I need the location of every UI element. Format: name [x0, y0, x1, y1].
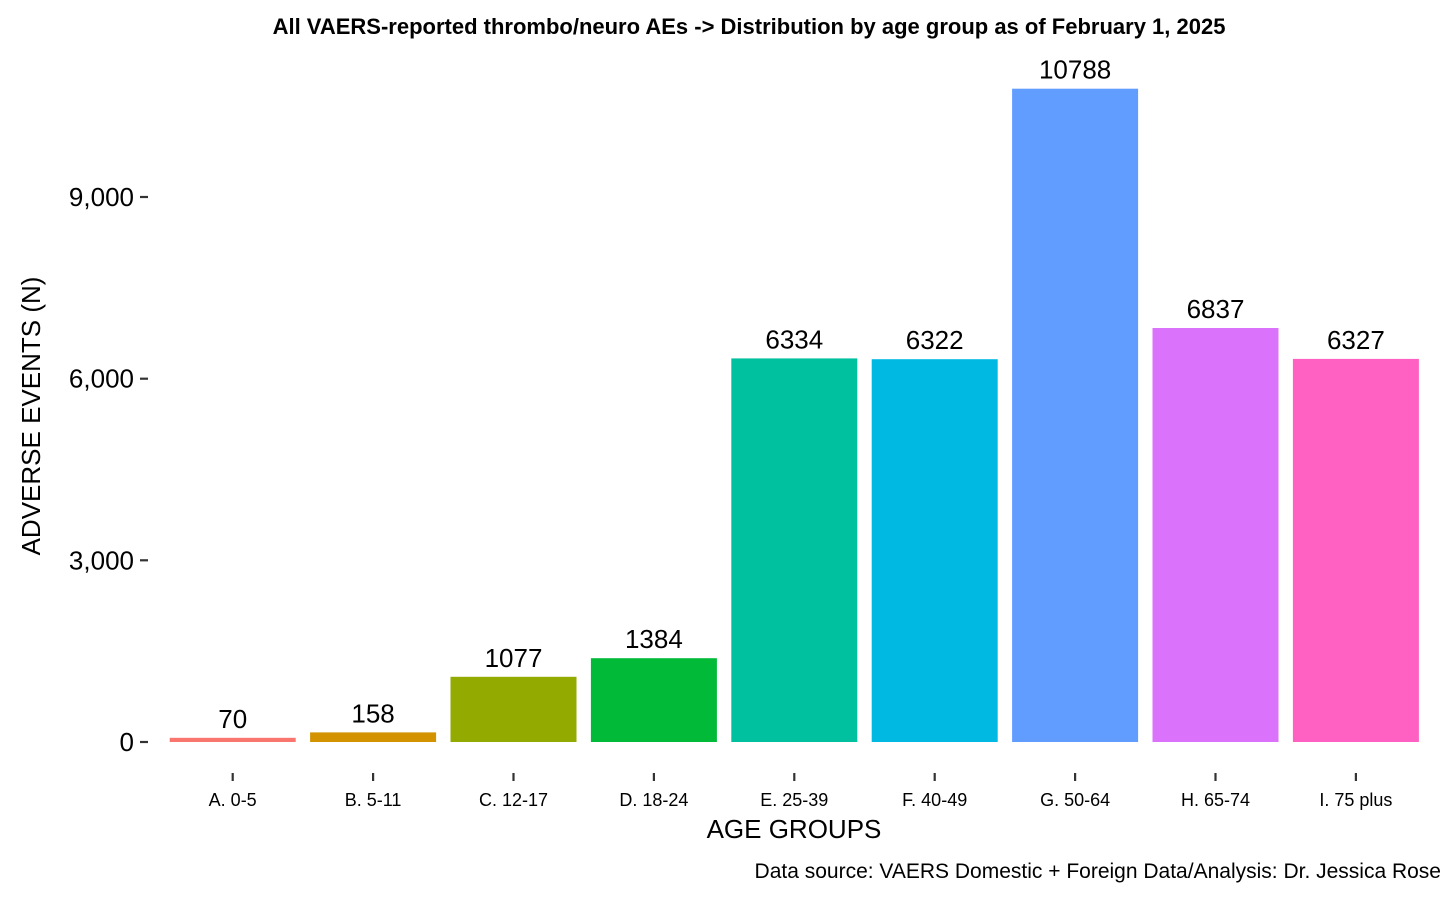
y-tick-label-0: 0: [120, 727, 134, 757]
x-tick-label-4: E. 25-39: [760, 790, 828, 810]
bar-2: [450, 676, 577, 742]
plot-area: 70 158 1077 1384 6334 6322 10788 6837 6327: [169, 55, 1419, 742]
data-label-1: 158: [351, 698, 394, 728]
x-tick-label-6: G. 50-64: [1040, 790, 1110, 810]
y-axis-title: ADVERSE EVENTS (N): [16, 277, 46, 556]
bars: [169, 88, 1419, 742]
bar-8: [1292, 358, 1419, 742]
data-labels: 70 158 1077 1384 6334 6322 10788 6837 6327: [218, 55, 1385, 734]
data-label-4: 6334: [765, 324, 823, 354]
bar-0: [169, 737, 296, 742]
chart-title: All VAERS-reported thrombo/neuro AEs -> …: [273, 14, 1226, 39]
x-tick-label-7: H. 65-74: [1181, 790, 1250, 810]
y-tick-label-2: 6,000: [69, 364, 134, 394]
x-tick-label-5: F. 40-49: [902, 790, 967, 810]
y-axis: 0 3,000 6,000 9,000: [69, 182, 148, 757]
bar-7: [1152, 328, 1279, 742]
y-tick-label-3: 9,000: [69, 182, 134, 212]
data-label-0: 70: [218, 704, 247, 734]
data-label-3: 1384: [625, 624, 683, 654]
chart-caption: Data source: VAERS Domestic + Foreign Da…: [755, 860, 1441, 883]
bar-4: [731, 358, 858, 742]
x-axis: A. 0-5 B. 5-11 C. 12-17 D. 18-24 E. 25-39 F. …: [209, 773, 1392, 810]
data-label-8: 6327: [1327, 325, 1385, 355]
x-axis-title: AGE GROUPS: [707, 814, 882, 844]
bar-1: [310, 732, 437, 742]
data-label-2: 1077: [485, 643, 543, 673]
x-tick-label-1: B. 5-11: [345, 790, 402, 810]
bar-3: [590, 658, 717, 742]
bar-6: [1012, 88, 1139, 742]
x-tick-label-8: I. 75 plus: [1319, 790, 1392, 810]
x-tick-label-2: C. 12-17: [479, 790, 548, 810]
x-tick-label-3: D. 18-24: [619, 790, 688, 810]
data-label-5: 6322: [906, 325, 964, 355]
y-tick-label-1: 3,000: [69, 545, 134, 575]
x-tick-label-0: A. 0-5: [209, 790, 257, 810]
data-label-6: 10788: [1039, 55, 1111, 85]
data-label-7: 6837: [1187, 294, 1245, 324]
bar-5: [871, 359, 998, 742]
